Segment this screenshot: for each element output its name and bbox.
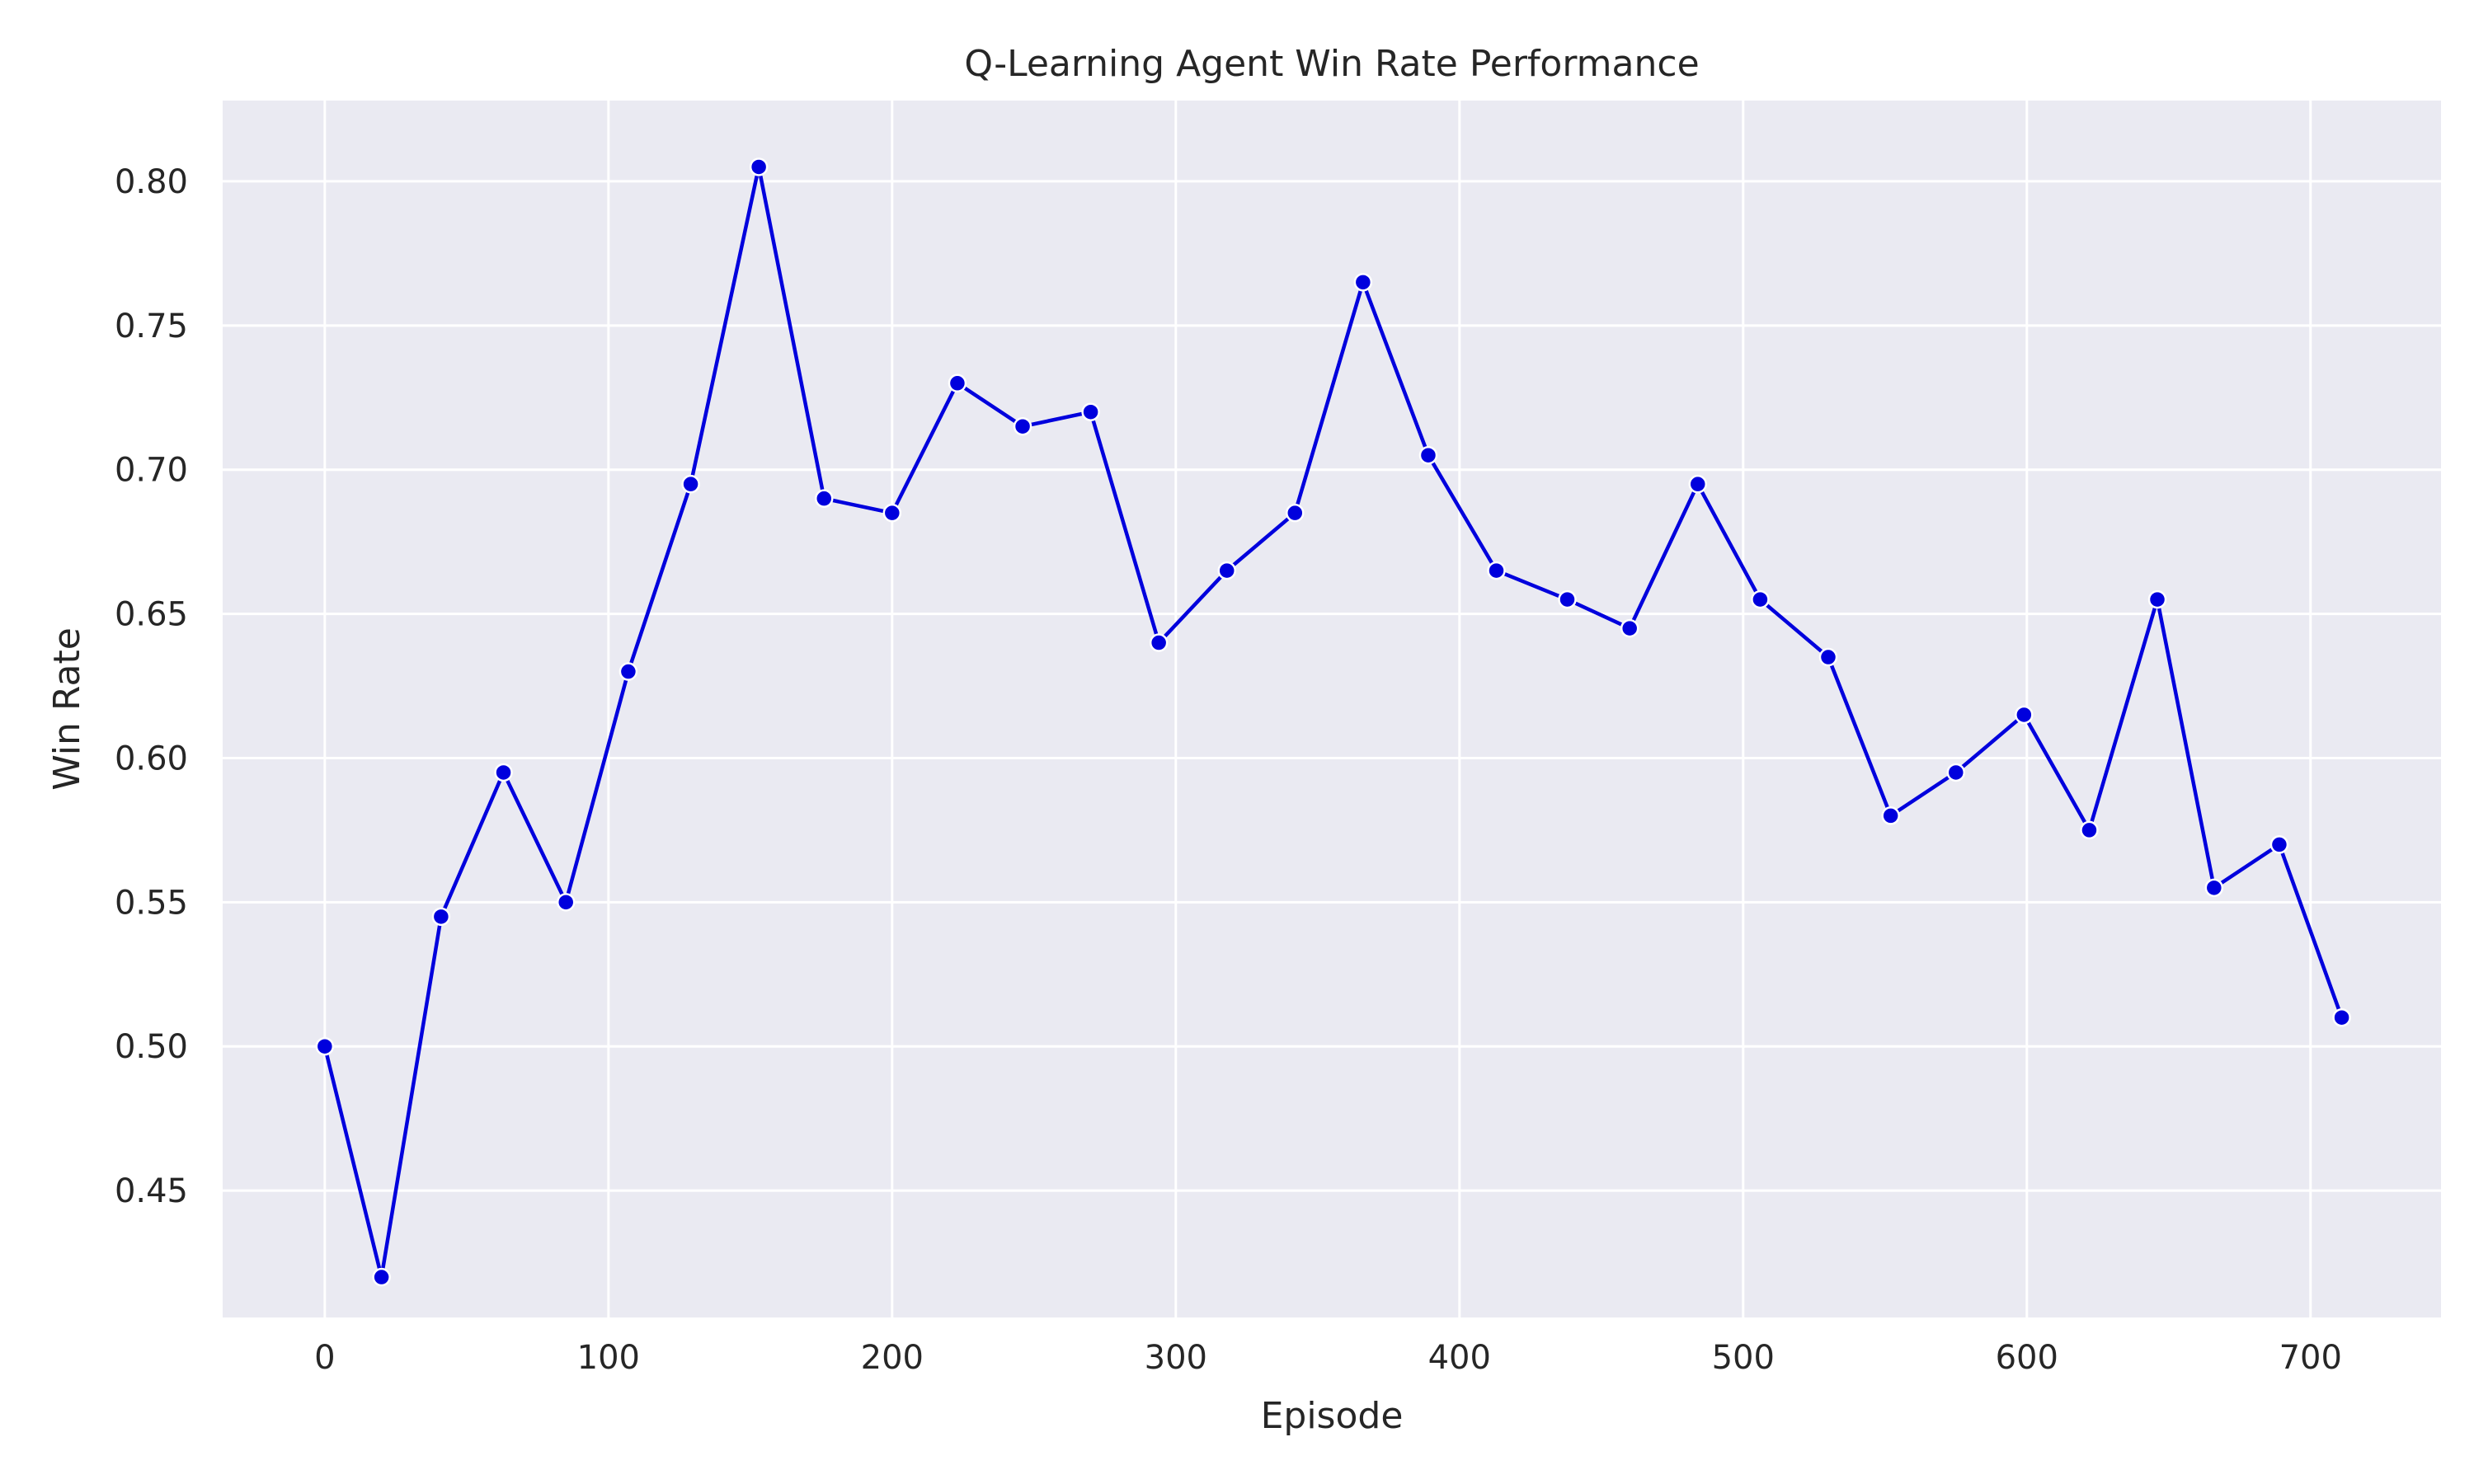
data-point xyxy=(1013,416,1032,436)
x-tick-label: 500 xyxy=(1712,1339,1775,1377)
x-tick-label: 100 xyxy=(577,1339,640,1377)
series-line xyxy=(322,165,2344,1280)
gridlines xyxy=(223,101,2441,1317)
data-point xyxy=(1081,402,1100,421)
data-series xyxy=(315,157,2351,1287)
data-point xyxy=(1751,589,1770,609)
data-point xyxy=(681,474,700,494)
x-axis-label: Episode xyxy=(1261,1395,1404,1437)
data-point xyxy=(1353,273,1373,292)
chart-title: Q-Learning Agent Win Rate Performance xyxy=(964,43,1699,85)
x-tick-labels: 0 100 200 300 400 500 600 700 xyxy=(314,1339,2342,1377)
y-tick-label: 0.70 xyxy=(115,452,188,490)
plot-area xyxy=(223,101,2441,1317)
data-point xyxy=(1418,445,1438,465)
data-point xyxy=(1558,589,1577,609)
y-tick-label: 0.45 xyxy=(115,1172,188,1210)
data-point xyxy=(1620,618,1639,638)
data-point xyxy=(1149,633,1169,652)
y-tick-label: 0.50 xyxy=(115,1028,188,1066)
y-tick-label: 0.75 xyxy=(115,308,188,345)
data-point xyxy=(431,907,451,927)
x-tick-label: 0 xyxy=(314,1339,335,1377)
data-point xyxy=(2269,835,2289,854)
y-tick-label: 0.65 xyxy=(115,596,188,634)
data-point xyxy=(1881,806,1900,825)
x-tick-label: 600 xyxy=(1996,1339,2058,1377)
data-point xyxy=(1217,561,1236,580)
data-point xyxy=(315,1036,335,1056)
x-tick-label: 300 xyxy=(1145,1339,1207,1377)
y-tick-labels: 0.45 0.50 0.55 0.60 0.65 0.70 0.75 0.80 xyxy=(115,163,188,1210)
data-point xyxy=(372,1267,391,1287)
x-tick-label: 200 xyxy=(861,1339,924,1377)
data-point xyxy=(1286,503,1305,523)
data-point xyxy=(2080,820,2099,840)
x-tick-label: 400 xyxy=(1428,1339,1491,1377)
y-axis-label: Win Rate xyxy=(46,627,88,791)
data-point xyxy=(882,503,902,523)
data-point xyxy=(1487,561,1506,580)
data-point xyxy=(2332,1007,2351,1027)
data-point xyxy=(1688,474,1707,494)
y-tick-label: 0.80 xyxy=(115,163,188,201)
y-tick-label: 0.55 xyxy=(115,884,188,922)
data-point xyxy=(2147,589,2167,609)
data-point xyxy=(749,157,769,176)
x-tick-label: 700 xyxy=(2279,1339,2342,1377)
data-point xyxy=(2015,705,2034,725)
data-point xyxy=(556,893,576,912)
data-point xyxy=(948,373,967,393)
data-point xyxy=(618,662,638,681)
data-point xyxy=(815,489,834,508)
y-tick-label: 0.60 xyxy=(115,740,188,777)
data-point xyxy=(494,763,513,782)
data-point xyxy=(1946,763,1966,782)
data-point xyxy=(1818,647,1838,667)
data-point xyxy=(2204,878,2224,898)
